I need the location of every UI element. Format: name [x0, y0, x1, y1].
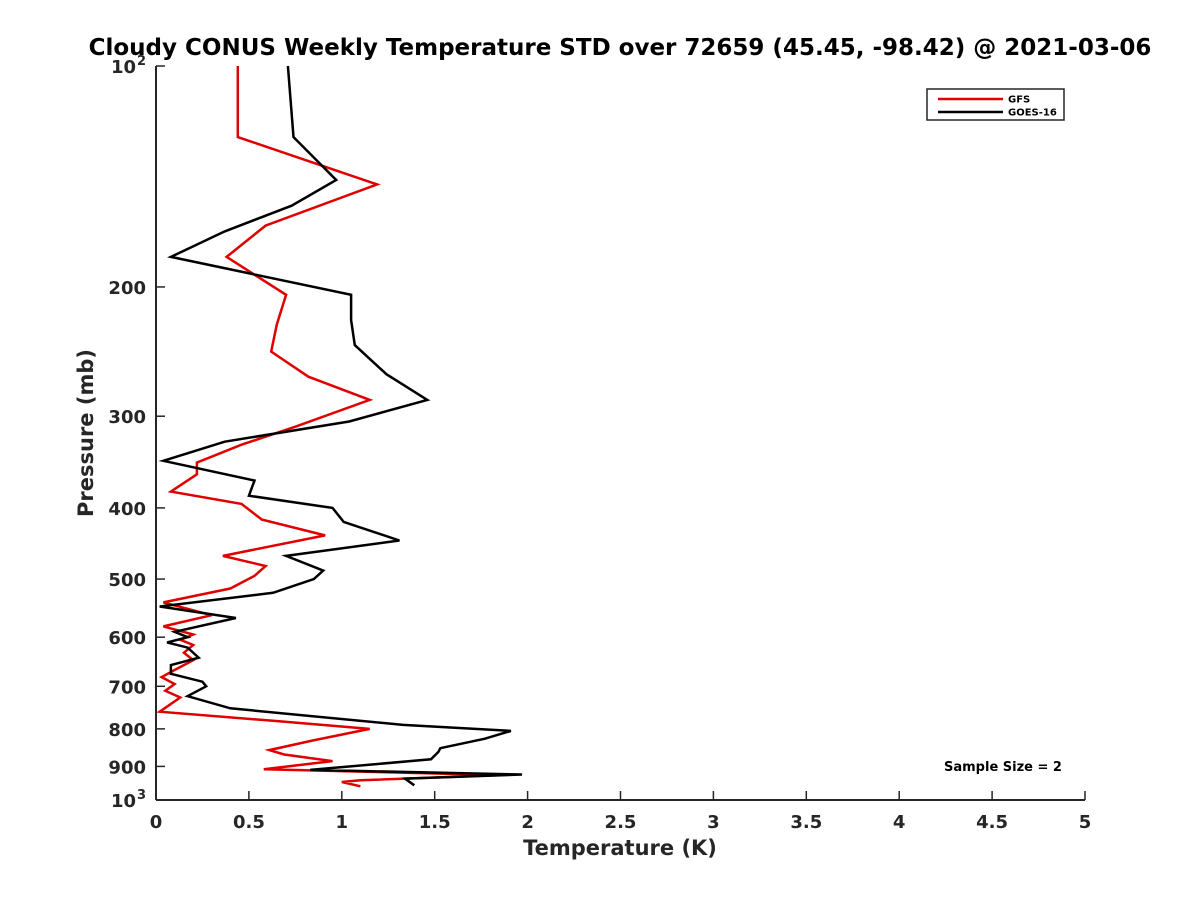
y-tick-label: 200 — [108, 278, 146, 299]
y-tick-label: 700 — [108, 677, 146, 698]
legend: GFS GOES-16 — [926, 88, 1065, 121]
x-tick-label: 2.5 — [605, 812, 637, 833]
x-tick-label: 1.5 — [419, 812, 451, 833]
plot-area: 0 0.5 1 1.5 2 2.5 3 3.5 4 4.5 5 10 2200300400500600… — [108, 54, 1091, 833]
y-tick-label: 900 — [108, 757, 146, 778]
legend-label: GFS — [1008, 95, 1030, 106]
x-tick-label: 0 — [150, 812, 163, 833]
series-line-goes-16 — [158, 65, 523, 787]
x-tick-label: 1 — [336, 812, 349, 833]
x-tick-label: 5 — [1079, 812, 1092, 833]
y-tick-label: 10 — [111, 57, 136, 78]
y-tick-label: 600 — [108, 628, 146, 649]
x-ticks: 0 0.5 1 1.5 2 2.5 3 3.5 4 4.5 5 — [150, 791, 1092, 833]
y-tick-label: 10 — [111, 791, 136, 812]
y-tick-exponent: 2 — [137, 54, 146, 69]
y-tick-label: 800 — [108, 720, 146, 741]
x-tick-label: 0.5 — [233, 812, 265, 833]
y-tick-exponent: 3 — [137, 788, 146, 803]
sample-size-annotation: Sample Size = 2 — [944, 760, 1062, 775]
chart-title: Cloudy CONUS Weekly Temperature STD over… — [89, 35, 1152, 61]
x-tick-label: 4 — [893, 812, 906, 833]
legend-label: GOES-16 — [1008, 108, 1057, 119]
x-tick-label: 3 — [707, 812, 720, 833]
x-tick-label: 3.5 — [790, 812, 822, 833]
y-axis-label: Pressure (mb) — [74, 349, 98, 517]
x-tick-label: 4.5 — [976, 812, 1008, 833]
legend-box — [926, 88, 1065, 121]
x-axis-label: Temperature (K) — [523, 836, 717, 860]
y-tick-label: 400 — [108, 499, 146, 520]
x-tick-label: 2 — [521, 812, 534, 833]
y-tick-label: 500 — [108, 570, 146, 591]
series-layer — [156, 65, 523, 788]
y-tick-label: 300 — [108, 407, 146, 428]
